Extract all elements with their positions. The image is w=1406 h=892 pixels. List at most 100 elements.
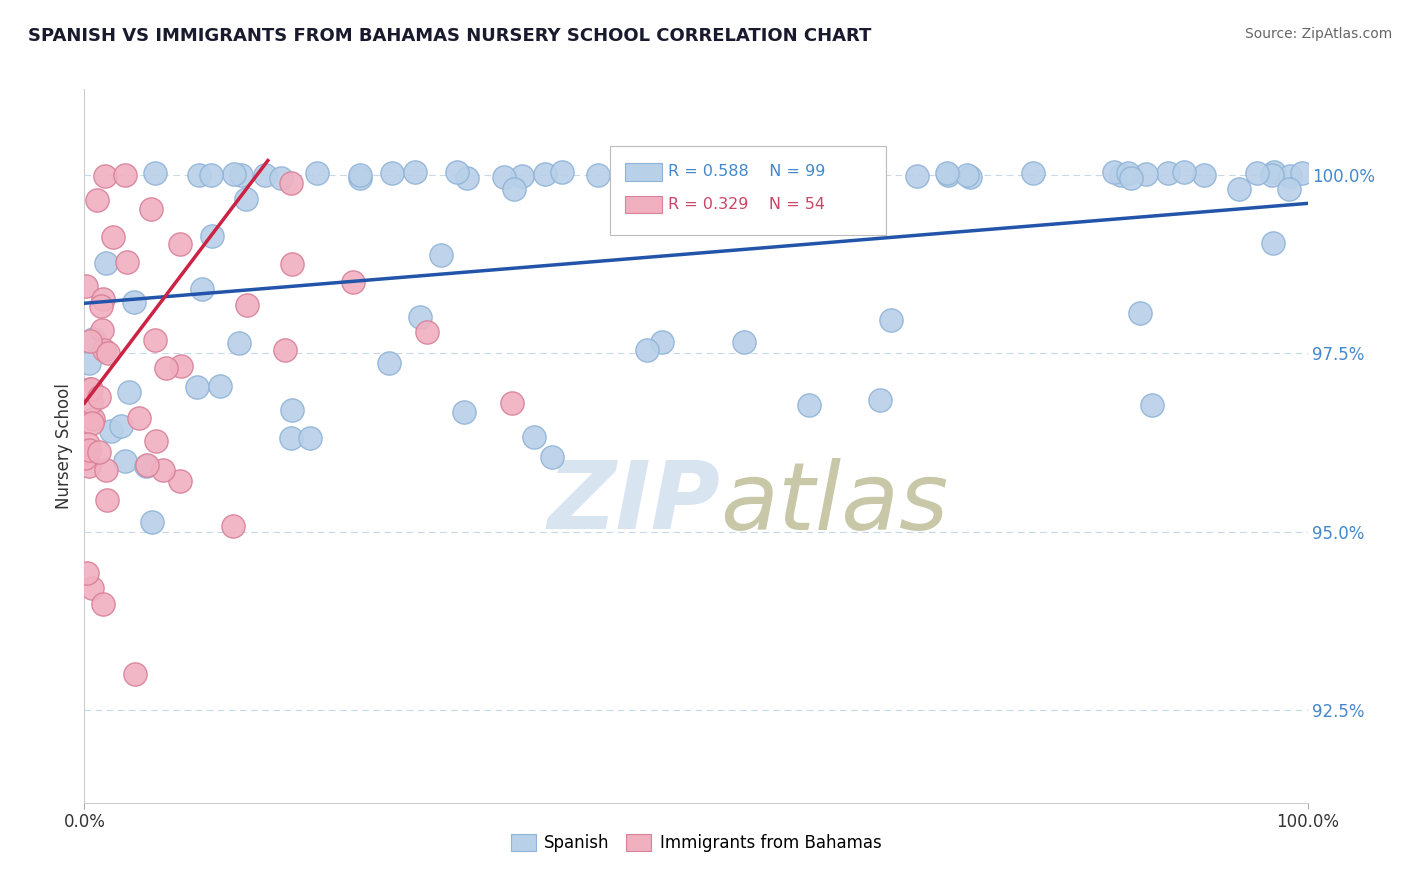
Point (114, 454, 136, 468)
Point (1227, 182, 1250, 196)
Point (91, 597, 114, 611)
Point (75, 450, 97, 465)
Point (1129, 306, 1152, 320)
Y-axis label: Nursery School: Nursery School (55, 383, 73, 509)
Point (1119, 171, 1142, 186)
Point (76, 566, 98, 580)
Point (100, 424, 122, 438)
Point (128, 411, 150, 425)
Point (221, 518, 243, 533)
Point (90, 323, 112, 337)
Point (1173, 164, 1195, 178)
Point (110, 419, 132, 434)
Point (191, 282, 214, 296)
Point (169, 475, 191, 489)
Point (799, 398, 821, 412)
Point (807, 169, 830, 183)
Point (1260, 168, 1282, 182)
Point (935, 166, 957, 180)
Point (118, 384, 141, 399)
Point (94, 169, 117, 183)
Point (672, 165, 695, 179)
Point (404, 164, 426, 178)
Point (551, 164, 574, 178)
Point (79, 334, 101, 348)
Point (222, 167, 245, 181)
Point (780, 168, 803, 182)
Point (201, 228, 224, 243)
Point (254, 168, 277, 182)
Point (880, 313, 903, 327)
Point (77, 437, 100, 451)
Point (93, 292, 115, 306)
Point (1135, 167, 1157, 181)
Point (228, 336, 250, 351)
Point (80, 382, 103, 396)
Point (733, 335, 755, 350)
Point (93, 343, 115, 357)
Point (1263, 165, 1285, 179)
Point (124, 667, 146, 681)
Point (1116, 166, 1139, 180)
Point (770, 169, 793, 183)
Point (152, 462, 174, 476)
FancyBboxPatch shape (626, 163, 662, 180)
Point (89, 444, 111, 458)
Point (280, 431, 302, 445)
Point (1102, 165, 1125, 179)
Point (510, 169, 533, 184)
Point (823, 170, 845, 185)
Point (122, 294, 145, 309)
Point (959, 170, 981, 185)
Point (169, 236, 191, 251)
Point (97, 346, 120, 360)
Point (416, 325, 439, 339)
Point (869, 392, 891, 407)
Point (155, 360, 177, 375)
Point (77, 458, 100, 473)
Point (141, 202, 163, 217)
Point (208, 379, 231, 393)
FancyBboxPatch shape (610, 146, 886, 235)
Point (1263, 235, 1285, 250)
Point (502, 396, 524, 410)
Point (229, 169, 252, 183)
Point (299, 431, 322, 445)
Point (586, 168, 609, 182)
Point (727, 182, 749, 196)
Point (280, 176, 302, 190)
Point (429, 248, 451, 262)
Point (755, 198, 778, 212)
Point (1192, 168, 1215, 182)
Point (96, 256, 118, 270)
Point (956, 168, 979, 182)
Point (235, 298, 257, 312)
Point (662, 167, 685, 181)
Point (281, 403, 304, 417)
Point (90, 299, 112, 313)
Point (82, 412, 104, 426)
Point (786, 169, 808, 184)
Point (492, 169, 515, 184)
Point (235, 193, 257, 207)
Point (270, 170, 292, 185)
Point (77, 355, 100, 369)
Point (136, 458, 159, 472)
Point (143, 334, 166, 348)
Point (446, 165, 468, 179)
Point (96, 493, 118, 508)
Point (281, 257, 304, 271)
Point (86, 194, 108, 208)
Point (80, 395, 103, 409)
Point (1291, 166, 1313, 180)
Point (381, 166, 404, 180)
Point (1279, 169, 1302, 184)
Text: R = 0.329    N = 54: R = 0.329 N = 54 (668, 196, 825, 211)
Point (378, 356, 401, 370)
Point (349, 171, 371, 186)
Point (533, 167, 555, 181)
Point (852, 168, 875, 182)
FancyBboxPatch shape (626, 196, 662, 213)
Point (307, 166, 329, 180)
Point (145, 434, 167, 449)
